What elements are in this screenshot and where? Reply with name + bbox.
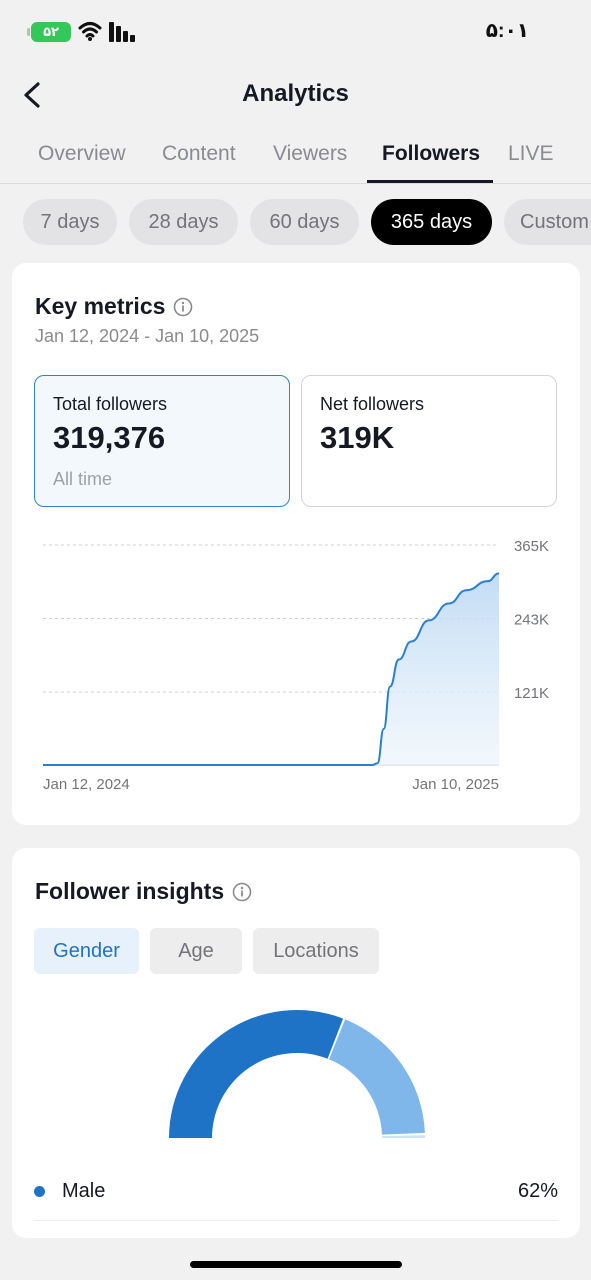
- info-icon[interactable]: [232, 882, 252, 902]
- metric-value: 319K: [320, 420, 395, 455]
- tab-underline: [367, 180, 493, 183]
- home-indicator[interactable]: [190, 1261, 402, 1268]
- y-tick-label: 243K: [514, 612, 549, 629]
- metric-subtext: All time: [53, 469, 113, 489]
- signal-icon: [109, 22, 137, 42]
- follower-insights-card: Follower insights Gender Age Locations M…: [12, 848, 580, 1238]
- page-title: Analytics: [242, 80, 349, 107]
- header: Analytics: [0, 62, 591, 130]
- battery-icon: ۵۲: [27, 22, 71, 42]
- x-tick-label: Jan 12, 2024: [43, 776, 130, 793]
- chevron-left-icon[interactable]: [18, 78, 48, 112]
- clock: ۵:۰۱: [485, 20, 529, 42]
- range-60-days[interactable]: 60 days: [250, 199, 359, 245]
- tab-overview[interactable]: Overview: [38, 142, 126, 165]
- date-range-selector: 7 days 28 days 60 days 365 days Custom: [0, 199, 591, 247]
- wifi-icon: [78, 22, 102, 41]
- range-365-days[interactable]: 365 days: [371, 199, 492, 245]
- status-bar: ۵۲ ۵:۰۱: [0, 0, 591, 62]
- y-tick-label: 121K: [514, 685, 549, 702]
- key-metrics-header: Key metrics: [35, 293, 193, 320]
- y-tick-label: 365K: [514, 538, 549, 555]
- net-followers-metric[interactable]: Net followers 319K: [301, 375, 557, 507]
- legend-dot: [34, 1185, 45, 1197]
- gender-segment: [329, 1019, 425, 1135]
- key-metrics-title: Key metrics: [35, 293, 166, 319]
- key-metrics-card: Key metrics Jan 12, 2024 - Jan 10, 2025 …: [12, 263, 580, 825]
- filter-gender[interactable]: Gender: [34, 928, 139, 974]
- legend-value: 62%: [517, 1179, 558, 1202]
- range-7-days[interactable]: 7 days: [23, 199, 117, 245]
- tab-viewers[interactable]: Viewers: [273, 142, 348, 165]
- total-followers-metric[interactable]: Total followers 319,376 All time: [34, 375, 290, 507]
- followers-chart: 365K 243K 121K Jan 12, 2024 Jan 10, 2025: [43, 538, 549, 793]
- series-area: [43, 573, 499, 765]
- gender-segment: [381, 1135, 425, 1138]
- metric-value: 319,376: [53, 420, 166, 455]
- follower-insights-header: Follower insights: [35, 878, 252, 905]
- tab-live[interactable]: LIVE: [508, 142, 554, 165]
- legend-row-male: Male 62%: [34, 1171, 558, 1211]
- gender-segment: [169, 1010, 344, 1138]
- battery-level: ۵۲: [43, 24, 59, 39]
- gender-gauge-chart: [169, 1010, 425, 1138]
- tab-bar: Overview Content Viewers Followers LIVE: [0, 130, 591, 184]
- range-custom[interactable]: Custom: [504, 199, 591, 245]
- legend-label: Male: [62, 1179, 106, 1202]
- range-28-days[interactable]: 28 days: [129, 199, 238, 245]
- metric-label: Total followers: [53, 394, 168, 414]
- x-tick-label: Jan 10, 2025: [412, 776, 499, 793]
- filter-locations[interactable]: Locations: [253, 928, 379, 974]
- series-line: [43, 572, 500, 766]
- tab-content[interactable]: Content: [162, 142, 236, 165]
- filter-age[interactable]: Age: [150, 928, 242, 974]
- follower-insights-title: Follower insights: [35, 878, 225, 904]
- info-icon[interactable]: [173, 297, 193, 317]
- divider: [34, 1220, 558, 1221]
- metric-label: Net followers: [320, 394, 425, 414]
- date-range-label: Jan 12, 2024 - Jan 10, 2025: [35, 326, 260, 346]
- tab-followers[interactable]: Followers: [382, 142, 481, 165]
